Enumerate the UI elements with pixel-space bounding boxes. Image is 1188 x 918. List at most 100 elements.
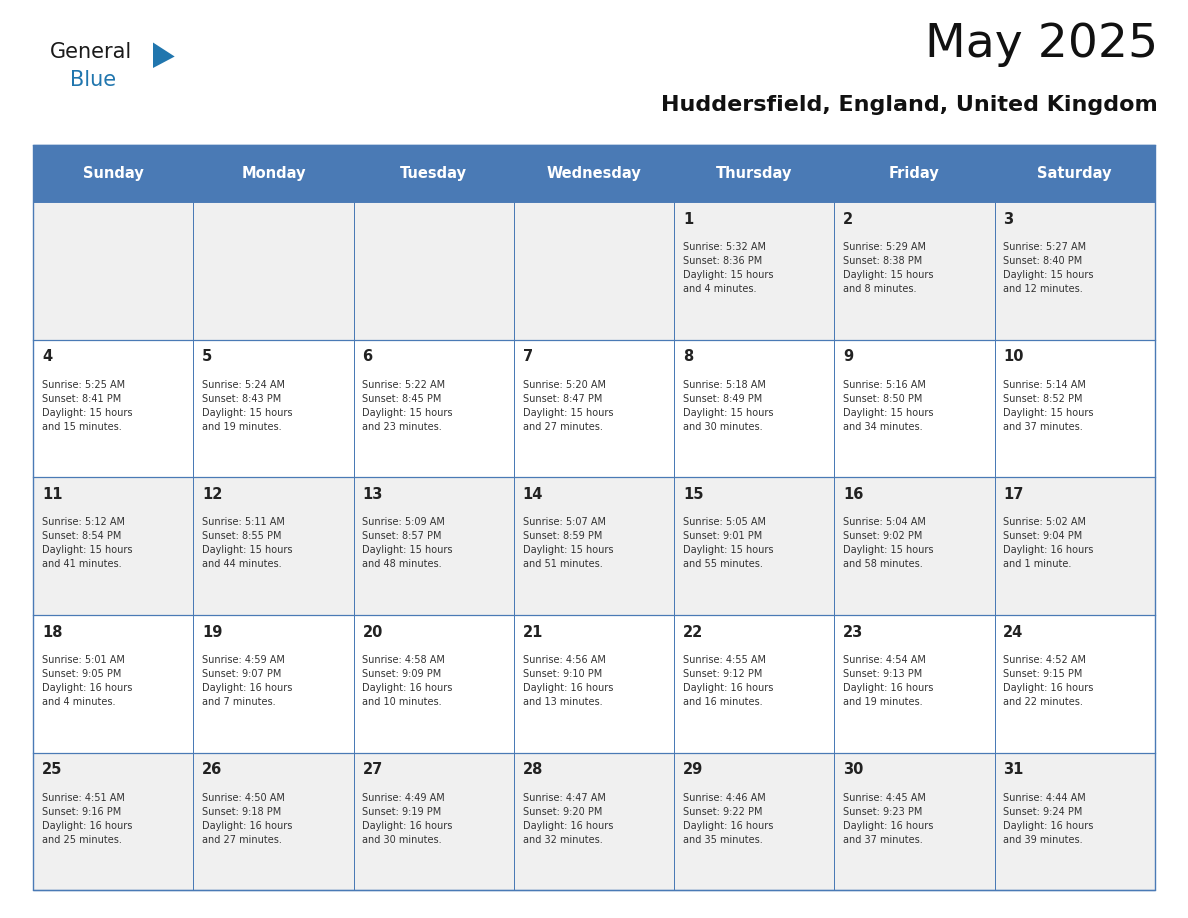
Text: Sunrise: 5:20 AM
Sunset: 8:47 PM
Daylight: 15 hours
and 27 minutes.: Sunrise: 5:20 AM Sunset: 8:47 PM Dayligh… (523, 380, 613, 431)
Text: 15: 15 (683, 487, 703, 502)
Bar (514, 477, 674, 615)
Text: 6: 6 (362, 350, 373, 364)
Text: 2: 2 (843, 212, 853, 227)
Text: Sunday: Sunday (83, 166, 144, 181)
Text: Sunrise: 4:59 AM
Sunset: 9:07 PM
Daylight: 16 hours
and 7 minutes.: Sunrise: 4:59 AM Sunset: 9:07 PM Dayligh… (202, 655, 292, 707)
Text: Sunrise: 4:51 AM
Sunset: 9:16 PM
Daylight: 16 hours
and 25 minutes.: Sunrise: 4:51 AM Sunset: 9:16 PM Dayligh… (42, 792, 132, 845)
Text: 21: 21 (523, 624, 543, 640)
Text: 27: 27 (362, 762, 383, 778)
Text: 22: 22 (683, 624, 703, 640)
Text: Friday: Friday (889, 166, 940, 181)
Bar (514, 753, 674, 890)
Text: 3: 3 (1004, 212, 1013, 227)
Text: 9: 9 (843, 350, 853, 364)
Bar (33, 753, 194, 890)
Text: 29: 29 (683, 762, 703, 778)
Text: 26: 26 (202, 762, 222, 778)
Bar (194, 202, 354, 340)
Text: Sunrise: 5:16 AM
Sunset: 8:50 PM
Daylight: 15 hours
and 34 minutes.: Sunrise: 5:16 AM Sunset: 8:50 PM Dayligh… (843, 380, 934, 431)
Bar (33, 340, 194, 477)
Text: Sunrise: 5:25 AM
Sunset: 8:41 PM
Daylight: 15 hours
and 15 minutes.: Sunrise: 5:25 AM Sunset: 8:41 PM Dayligh… (42, 380, 133, 431)
Bar (994, 615, 1155, 753)
Bar (194, 477, 354, 615)
Bar (674, 477, 834, 615)
Bar (674, 202, 834, 340)
Bar (674, 340, 834, 477)
Bar (33, 615, 194, 753)
Text: Sunrise: 5:24 AM
Sunset: 8:43 PM
Daylight: 15 hours
and 19 minutes.: Sunrise: 5:24 AM Sunset: 8:43 PM Dayligh… (202, 380, 292, 431)
Text: Sunrise: 5:22 AM
Sunset: 8:45 PM
Daylight: 15 hours
and 23 minutes.: Sunrise: 5:22 AM Sunset: 8:45 PM Dayligh… (362, 380, 453, 431)
Bar (994, 202, 1155, 340)
Bar (33, 145, 1155, 890)
Text: Sunrise: 5:32 AM
Sunset: 8:36 PM
Daylight: 15 hours
and 4 minutes.: Sunrise: 5:32 AM Sunset: 8:36 PM Dayligh… (683, 241, 773, 294)
Bar (354, 340, 514, 477)
Bar (194, 753, 354, 890)
Bar (354, 202, 514, 340)
Bar (834, 615, 994, 753)
Text: Sunrise: 4:45 AM
Sunset: 9:23 PM
Daylight: 16 hours
and 37 minutes.: Sunrise: 4:45 AM Sunset: 9:23 PM Dayligh… (843, 792, 934, 845)
Bar (354, 615, 514, 753)
Bar (994, 753, 1155, 890)
Text: Sunrise: 5:09 AM
Sunset: 8:57 PM
Daylight: 15 hours
and 48 minutes.: Sunrise: 5:09 AM Sunset: 8:57 PM Dayligh… (362, 517, 453, 569)
Bar (834, 340, 994, 477)
Text: 17: 17 (1004, 487, 1024, 502)
Text: 14: 14 (523, 487, 543, 502)
Bar (33, 202, 194, 340)
Text: Sunrise: 5:02 AM
Sunset: 9:04 PM
Daylight: 16 hours
and 1 minute.: Sunrise: 5:02 AM Sunset: 9:04 PM Dayligh… (1004, 517, 1094, 569)
Bar (33, 145, 1155, 202)
Text: 23: 23 (843, 624, 864, 640)
Text: Sunrise: 4:54 AM
Sunset: 9:13 PM
Daylight: 16 hours
and 19 minutes.: Sunrise: 4:54 AM Sunset: 9:13 PM Dayligh… (843, 655, 934, 707)
Text: Sunrise: 4:55 AM
Sunset: 9:12 PM
Daylight: 16 hours
and 16 minutes.: Sunrise: 4:55 AM Sunset: 9:12 PM Dayligh… (683, 655, 773, 707)
Text: Monday: Monday (241, 166, 305, 181)
Text: Sunrise: 5:27 AM
Sunset: 8:40 PM
Daylight: 15 hours
and 12 minutes.: Sunrise: 5:27 AM Sunset: 8:40 PM Dayligh… (1004, 241, 1094, 294)
Bar (354, 477, 514, 615)
Bar (194, 615, 354, 753)
Text: May 2025: May 2025 (925, 22, 1158, 67)
Text: 30: 30 (843, 762, 864, 778)
Text: 28: 28 (523, 762, 543, 778)
Text: 11: 11 (42, 487, 63, 502)
Bar (994, 340, 1155, 477)
Text: 18: 18 (42, 624, 63, 640)
Text: Sunrise: 5:12 AM
Sunset: 8:54 PM
Daylight: 15 hours
and 41 minutes.: Sunrise: 5:12 AM Sunset: 8:54 PM Dayligh… (42, 517, 133, 569)
Text: Sunrise: 4:52 AM
Sunset: 9:15 PM
Daylight: 16 hours
and 22 minutes.: Sunrise: 4:52 AM Sunset: 9:15 PM Dayligh… (1004, 655, 1094, 707)
Text: 7: 7 (523, 350, 533, 364)
Bar (834, 477, 994, 615)
Bar (674, 753, 834, 890)
Bar (834, 202, 994, 340)
Text: 24: 24 (1004, 624, 1024, 640)
Text: 8: 8 (683, 350, 693, 364)
Text: Sunrise: 5:18 AM
Sunset: 8:49 PM
Daylight: 15 hours
and 30 minutes.: Sunrise: 5:18 AM Sunset: 8:49 PM Dayligh… (683, 380, 773, 431)
Text: 1: 1 (683, 212, 693, 227)
Bar (354, 753, 514, 890)
Text: Sunrise: 4:50 AM
Sunset: 9:18 PM
Daylight: 16 hours
and 27 minutes.: Sunrise: 4:50 AM Sunset: 9:18 PM Dayligh… (202, 792, 292, 845)
Text: Sunrise: 5:04 AM
Sunset: 9:02 PM
Daylight: 15 hours
and 58 minutes.: Sunrise: 5:04 AM Sunset: 9:02 PM Dayligh… (843, 517, 934, 569)
Bar (994, 477, 1155, 615)
Text: 5: 5 (202, 350, 213, 364)
Text: Tuesday: Tuesday (400, 166, 467, 181)
Text: Sunrise: 5:14 AM
Sunset: 8:52 PM
Daylight: 15 hours
and 37 minutes.: Sunrise: 5:14 AM Sunset: 8:52 PM Dayligh… (1004, 380, 1094, 431)
Text: 16: 16 (843, 487, 864, 502)
Text: 12: 12 (202, 487, 222, 502)
Text: Sunrise: 5:07 AM
Sunset: 8:59 PM
Daylight: 15 hours
and 51 minutes.: Sunrise: 5:07 AM Sunset: 8:59 PM Dayligh… (523, 517, 613, 569)
Text: 20: 20 (362, 624, 383, 640)
Bar (514, 615, 674, 753)
Text: 10: 10 (1004, 350, 1024, 364)
Text: Sunrise: 4:47 AM
Sunset: 9:20 PM
Daylight: 16 hours
and 32 minutes.: Sunrise: 4:47 AM Sunset: 9:20 PM Dayligh… (523, 792, 613, 845)
Bar (33, 477, 194, 615)
Text: Sunrise: 4:56 AM
Sunset: 9:10 PM
Daylight: 16 hours
and 13 minutes.: Sunrise: 4:56 AM Sunset: 9:10 PM Dayligh… (523, 655, 613, 707)
Text: Blue: Blue (70, 70, 116, 89)
Text: 13: 13 (362, 487, 383, 502)
Text: Huddersfield, England, United Kingdom: Huddersfield, England, United Kingdom (662, 95, 1158, 115)
Text: General: General (50, 42, 132, 62)
Polygon shape (153, 42, 175, 68)
Bar (514, 340, 674, 477)
Text: Saturday: Saturday (1037, 166, 1112, 181)
Text: 19: 19 (202, 624, 222, 640)
Text: Sunrise: 5:29 AM
Sunset: 8:38 PM
Daylight: 15 hours
and 8 minutes.: Sunrise: 5:29 AM Sunset: 8:38 PM Dayligh… (843, 241, 934, 294)
Text: Thursday: Thursday (716, 166, 792, 181)
Text: Sunrise: 5:05 AM
Sunset: 9:01 PM
Daylight: 15 hours
and 55 minutes.: Sunrise: 5:05 AM Sunset: 9:01 PM Dayligh… (683, 517, 773, 569)
Text: Sunrise: 4:49 AM
Sunset: 9:19 PM
Daylight: 16 hours
and 30 minutes.: Sunrise: 4:49 AM Sunset: 9:19 PM Dayligh… (362, 792, 453, 845)
Text: 31: 31 (1004, 762, 1024, 778)
Text: 25: 25 (42, 762, 63, 778)
